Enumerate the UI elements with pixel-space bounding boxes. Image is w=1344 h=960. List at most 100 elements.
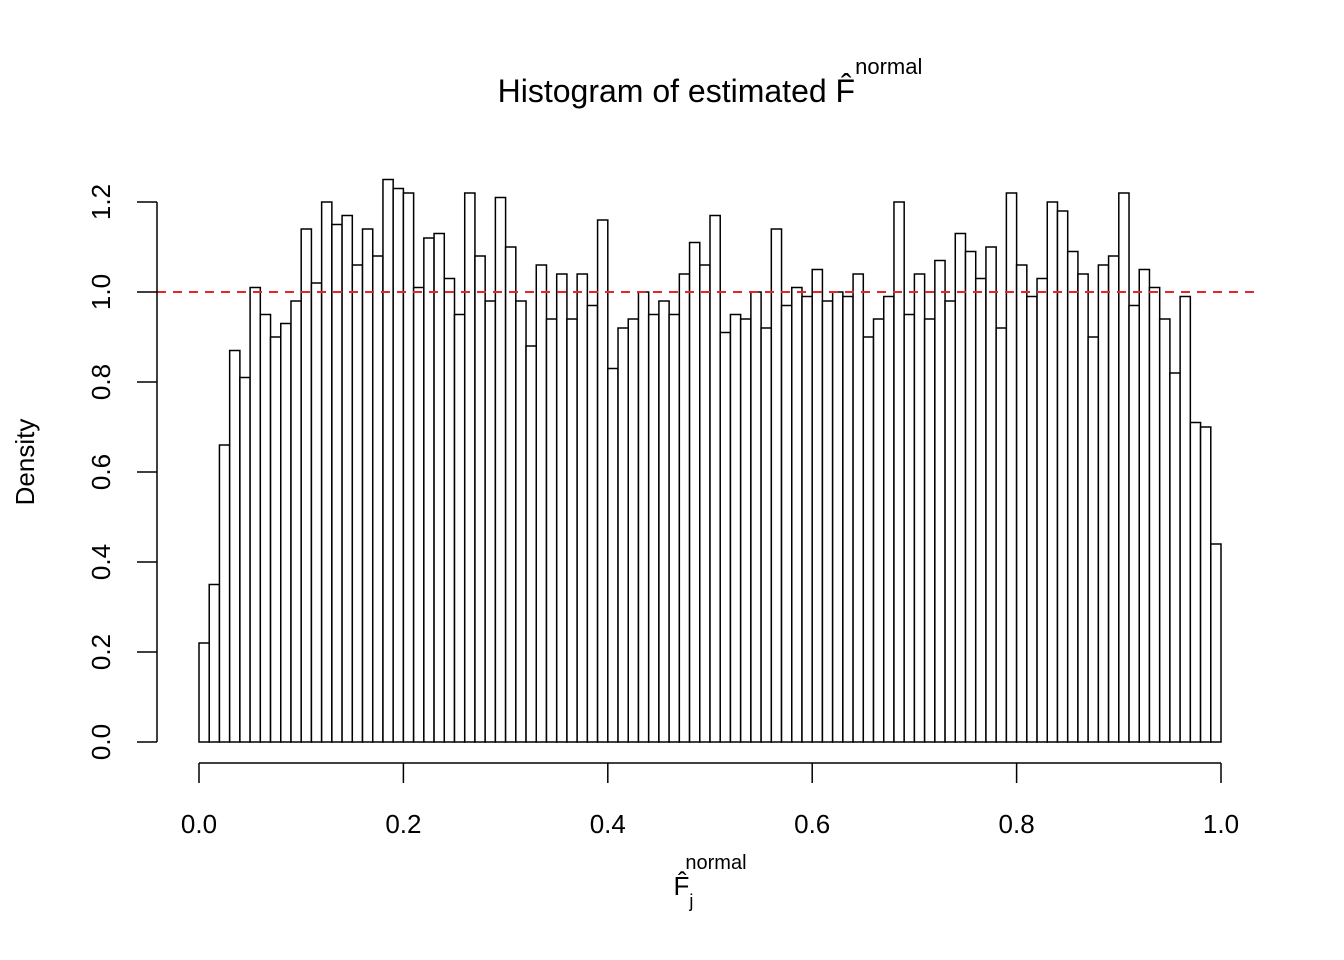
bar <box>412 286 425 743</box>
bar <box>198 642 210 743</box>
title-superscript: normal <box>855 54 922 79</box>
bar <box>709 214 721 743</box>
bar <box>1107 255 1120 743</box>
bar <box>668 313 681 743</box>
y-tick-label: 0.4 <box>86 544 116 580</box>
bar <box>382 178 394 743</box>
x-tick-label: 0.0 <box>181 809 217 839</box>
bar <box>913 273 926 743</box>
bar <box>423 237 435 743</box>
bar <box>1097 264 1110 743</box>
bar <box>811 268 824 743</box>
bar <box>351 264 364 743</box>
bar <box>545 318 558 743</box>
bar <box>1118 192 1130 743</box>
bar <box>688 241 701 743</box>
bar <box>1005 192 1018 743</box>
bar <box>218 444 231 743</box>
bar <box>474 255 486 743</box>
bar <box>760 327 773 743</box>
bar <box>239 376 251 743</box>
bar <box>371 255 384 743</box>
bar <box>862 336 875 743</box>
y-tick-label: 0.0 <box>86 724 116 760</box>
bar <box>995 327 1008 743</box>
title-main: Histogram of estimated F̂ <box>498 73 855 109</box>
bar <box>1199 426 1212 743</box>
bar <box>974 277 987 743</box>
bar <box>678 273 691 743</box>
bar <box>249 286 262 743</box>
bar <box>872 318 885 743</box>
y-tick-label: 1.0 <box>86 274 116 310</box>
bar <box>494 196 507 743</box>
y-tick-label: 0.2 <box>86 634 116 670</box>
xlabel-main: F̂ <box>673 871 689 901</box>
bar <box>525 345 538 743</box>
bar <box>791 286 803 743</box>
bar <box>750 291 762 743</box>
bar <box>1128 304 1140 743</box>
bar <box>1026 295 1038 743</box>
bar <box>617 327 629 743</box>
bar <box>842 295 854 743</box>
bar <box>934 259 946 743</box>
x-tick-label: 0.6 <box>794 809 830 839</box>
bar <box>1138 268 1151 743</box>
bar <box>463 192 476 743</box>
chart-title: Histogram of estimated F̂normal <box>498 54 923 109</box>
y-tick-label: 1.2 <box>86 184 116 220</box>
bar <box>1077 273 1089 743</box>
bar <box>821 300 834 743</box>
bar <box>555 273 568 743</box>
bar <box>780 304 793 743</box>
bar <box>729 313 742 743</box>
x-tick-label: 0.2 <box>385 809 421 839</box>
y-tick-label: 0.8 <box>86 364 116 400</box>
y-tick-label: 0.6 <box>86 454 116 490</box>
bar <box>647 313 660 743</box>
bar <box>770 228 783 743</box>
bar <box>739 318 752 743</box>
bar <box>504 246 517 743</box>
bar <box>290 300 302 743</box>
bar <box>852 273 865 743</box>
bar <box>402 192 415 743</box>
bar <box>310 282 323 743</box>
x-tick-label: 1.0 <box>1203 809 1239 839</box>
bar <box>331 223 343 743</box>
bar <box>1158 318 1171 743</box>
bar <box>361 228 374 743</box>
bar <box>637 291 650 743</box>
x-tick-label: 0.8 <box>999 809 1035 839</box>
bar <box>944 300 957 743</box>
bar <box>1210 543 1222 743</box>
bar <box>576 273 589 743</box>
bar <box>300 228 313 743</box>
bar <box>699 264 711 743</box>
bar <box>228 349 241 743</box>
bar <box>607 367 619 743</box>
bar <box>586 304 599 743</box>
bar <box>443 277 456 743</box>
bar <box>1036 277 1049 743</box>
bar <box>269 336 282 743</box>
bar <box>1179 295 1192 743</box>
bar <box>453 313 466 743</box>
bar <box>903 313 916 743</box>
bar <box>719 331 732 743</box>
bar <box>280 322 292 743</box>
bar <box>535 264 548 743</box>
y-axis-label: Density <box>10 419 40 506</box>
bar <box>1087 336 1100 743</box>
bar <box>208 583 221 743</box>
bar <box>658 300 670 743</box>
bar <box>1015 264 1028 743</box>
bar <box>596 219 609 743</box>
bar <box>1148 286 1161 743</box>
bar <box>341 214 354 743</box>
bar <box>1066 250 1079 743</box>
bar <box>893 201 905 743</box>
bar <box>1056 210 1069 743</box>
